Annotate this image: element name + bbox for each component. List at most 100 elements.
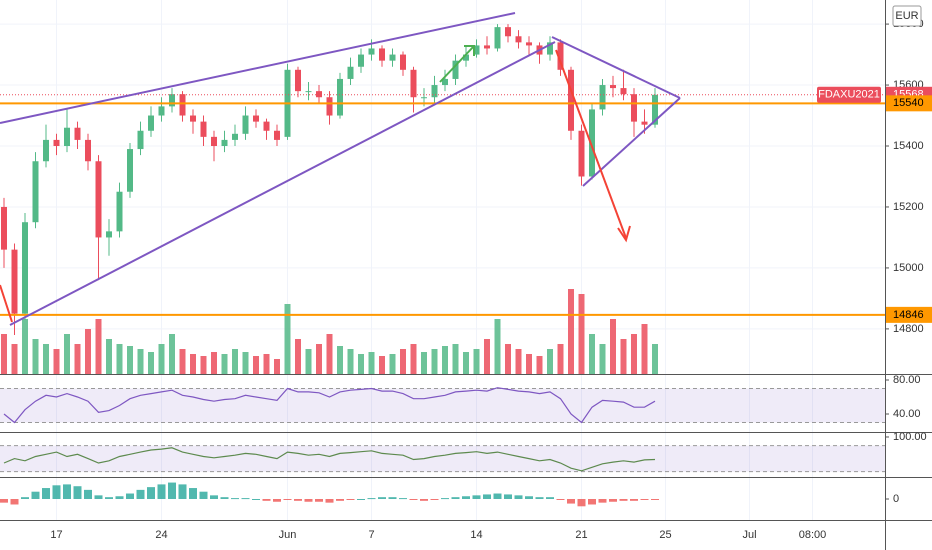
volume-bar xyxy=(547,349,553,374)
volume-bar xyxy=(95,319,102,374)
candle-body xyxy=(389,54,396,61)
candle-body xyxy=(148,115,154,131)
volume-bar xyxy=(652,344,658,374)
histogram-bar xyxy=(94,495,103,499)
volume-bar xyxy=(484,339,490,374)
volume-bar xyxy=(64,334,70,374)
candle-body xyxy=(116,191,123,232)
y-tick-label: 40.00 xyxy=(893,408,921,420)
volume-bar xyxy=(610,319,616,374)
candle-body xyxy=(452,60,459,79)
candle-body xyxy=(242,115,249,134)
histogram-bar xyxy=(115,496,124,499)
histogram-bar xyxy=(420,499,428,501)
y-tick-label: 100.00 xyxy=(893,431,927,443)
volume-bar xyxy=(599,344,606,374)
volume-bar xyxy=(43,344,49,374)
volume-bar xyxy=(473,349,480,374)
candle-body xyxy=(179,94,186,116)
candle-body xyxy=(652,94,658,125)
volume-bar xyxy=(568,289,574,374)
candle-body xyxy=(610,85,616,89)
candle-body xyxy=(358,54,364,67)
arrow-head xyxy=(464,45,475,56)
volume-bar xyxy=(389,354,396,374)
candle-body xyxy=(484,45,490,49)
x-tick-label: 24 xyxy=(155,529,167,541)
histogram-bar xyxy=(105,497,113,499)
y-tick-label: 80.00 xyxy=(893,374,921,386)
arrow xyxy=(439,45,475,83)
histogram-bar xyxy=(640,499,649,500)
y-tick-label: 15400 xyxy=(893,140,924,152)
volume-bar xyxy=(116,344,123,374)
histogram-bar xyxy=(535,497,544,499)
histogram-bar xyxy=(483,494,491,499)
histogram-bar xyxy=(157,484,166,499)
histogram-bar xyxy=(262,499,271,501)
x-tick-label: 14 xyxy=(470,529,482,541)
histogram-bar xyxy=(504,494,512,499)
volume-bar xyxy=(316,344,322,374)
band xyxy=(0,445,885,472)
x-tick-label: 08:00 xyxy=(799,529,827,541)
volume-bar xyxy=(1,334,7,374)
volume-bar xyxy=(421,352,427,374)
volume-bar xyxy=(11,344,18,374)
histogram-bar xyxy=(514,495,523,499)
axis-labels: 1480015000152001540015600158001724Jun714… xyxy=(50,18,932,541)
histogram-bar xyxy=(42,488,50,499)
volume-bar xyxy=(74,344,81,374)
drawings xyxy=(0,12,681,326)
histogram-bar xyxy=(315,499,323,502)
candle-body xyxy=(22,222,28,314)
volume-bar xyxy=(242,352,249,374)
x-tick-label: 7 xyxy=(368,529,374,541)
x-tick-label: 25 xyxy=(659,529,671,541)
symbol-label: FDAXU2021 xyxy=(818,89,880,101)
candle-body xyxy=(32,161,39,223)
histogram-bar xyxy=(451,497,460,499)
candle-body xyxy=(127,149,133,192)
histogram-bar xyxy=(588,499,596,505)
histogram-bar xyxy=(651,499,659,500)
volume-bar xyxy=(620,339,627,374)
volume-bar xyxy=(494,319,501,374)
histogram-bar xyxy=(630,499,638,501)
hline-tag xyxy=(886,95,932,112)
candle-body xyxy=(589,109,595,177)
histogram-bar xyxy=(462,496,470,499)
trend-line xyxy=(9,41,556,326)
volume-bar xyxy=(263,354,270,374)
histogram-bar xyxy=(357,499,365,500)
volume-bar xyxy=(337,346,343,374)
x-tick-label: Jul xyxy=(742,529,756,541)
histogram-bar xyxy=(220,497,229,499)
histogram-bar xyxy=(210,495,218,499)
histogram-bar xyxy=(168,482,176,499)
volume-bar xyxy=(137,349,144,374)
volume-bar xyxy=(431,349,438,374)
candle-body xyxy=(221,139,228,147)
volume-bar xyxy=(85,329,91,374)
volume-bar xyxy=(536,356,543,374)
histogram-bar xyxy=(609,499,617,502)
candle-body xyxy=(326,97,333,116)
volume-bar xyxy=(578,294,585,374)
candle-body xyxy=(190,115,196,122)
candle-body xyxy=(421,97,427,99)
symbol-tag xyxy=(817,86,881,103)
hline-label: 15540 xyxy=(893,97,924,109)
histogram-bar xyxy=(0,499,8,503)
volume-bar xyxy=(526,354,532,374)
candle-body xyxy=(494,27,501,49)
candle-body xyxy=(43,139,49,162)
volume-bar xyxy=(295,339,301,374)
candle-body xyxy=(599,85,606,110)
volume-bar xyxy=(305,349,312,374)
volume-bar xyxy=(505,344,511,374)
volume-bar xyxy=(347,349,354,374)
indicator-line xyxy=(3,387,656,424)
candle-body xyxy=(431,85,438,98)
candle-body xyxy=(169,94,175,107)
